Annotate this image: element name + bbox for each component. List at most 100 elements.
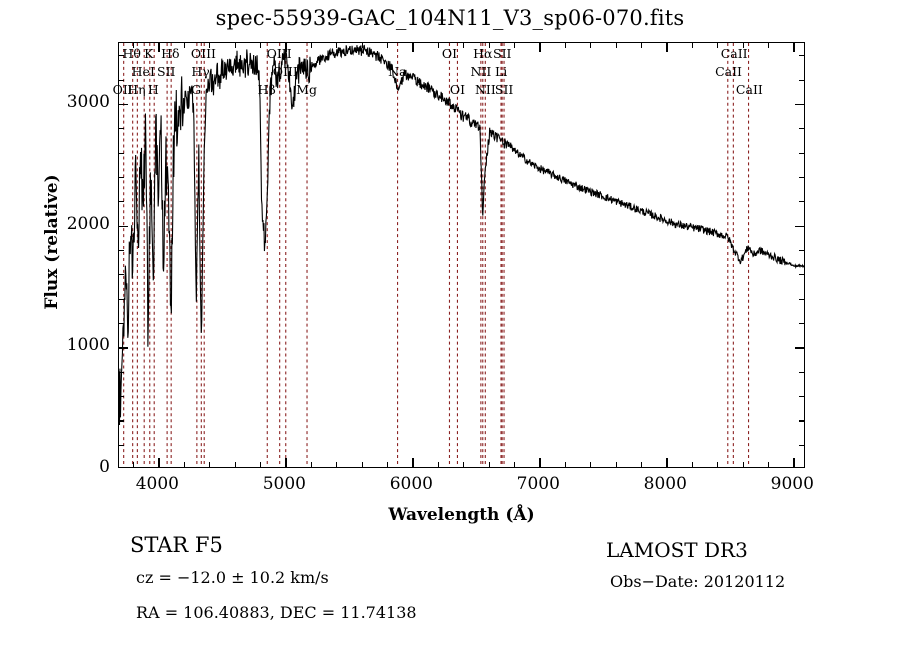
x-tick-label: 6000 [389,474,433,494]
spectral-line-label: NII [474,82,496,97]
spectrum-plot-area [118,42,805,468]
axis-tick [119,322,124,325]
obs-date-label: Obs−Date: 20120112 [610,572,786,591]
survey-label: LAMOST DR3 [606,538,748,562]
spectral-line-label: OIII [272,64,298,79]
axis-tick [795,103,804,106]
axis-tick [119,201,124,203]
axis-tick [119,128,124,130]
axis-tick [691,462,693,467]
spectral-line-label: OII [112,82,133,97]
spectrum-trace [119,43,804,467]
axis-tick [285,458,287,467]
axis-tick [590,462,592,467]
spectral-line-label: Na [388,64,407,79]
axis-tick [717,43,719,48]
axis-tick [285,43,287,52]
axis-tick [119,176,124,179]
spectral-line-label: SII [157,64,176,79]
axis-tick [437,462,439,467]
spectrum-flux-path [119,45,804,425]
x-tick-label: 9000 [770,474,814,494]
redshift-velocity-label: cz = −12.0 ± 10.2 km/s [136,568,329,587]
axis-tick [119,420,124,422]
axis-tick [799,249,804,252]
y-axis-title: Flux (relative) [42,174,62,310]
spectral-line-label: Hβ [257,82,276,97]
axis-tick [310,43,312,48]
axis-tick [564,43,566,48]
axis-tick [691,43,693,48]
spectral-line-label: HeI [131,64,155,79]
axis-tick [183,43,185,48]
spectral-line-label: H [147,82,159,97]
axis-tick [119,103,128,106]
spectral-line-label: Mg [296,82,317,97]
axis-tick [158,458,160,467]
axis-tick [539,458,541,467]
axis-tick [119,55,124,57]
axis-tick [795,225,804,227]
spectral-line-label: OI [449,82,466,97]
spectral-line-label: Hθ [122,46,141,61]
axis-tick [513,43,516,48]
spectral-line-label: G [191,82,202,97]
axis-tick [799,371,804,373]
axis-tick [463,43,465,48]
axis-tick [234,462,236,467]
axis-tick [799,322,804,325]
axis-tick [793,43,795,52]
axis-tick [361,462,363,467]
spectral-line-label: Hη [127,82,146,97]
axis-tick [412,458,414,467]
spectral-line-label: Hα [473,46,493,61]
spectral-line-label: K [144,46,154,61]
axis-tick [119,79,124,81]
axis-tick [361,43,363,48]
axis-tick [799,395,804,398]
axis-tick [799,152,804,154]
axis-tick [119,395,124,398]
axis-tick [119,249,124,252]
axis-tick [640,462,643,467]
axis-tick [799,79,804,81]
spectral-line-label: CaII [735,82,763,97]
x-tick-label: 4000 [135,474,179,494]
axis-tick [799,420,804,422]
spectral-line-label: CaII [720,46,748,61]
axis-tick [640,43,643,48]
axis-tick [183,462,185,467]
axis-tick [119,347,128,349]
page-title: spec-55939-GAC_104N11_V3_sp06-070.fits [215,6,685,30]
axis-tick [310,462,312,467]
axis-tick [259,43,262,48]
axis-tick [209,462,211,467]
axis-tick [795,347,804,349]
axis-tick [666,458,668,467]
y-tick-label: 2000 [66,213,110,234]
axis-tick [513,462,516,467]
coordinates-label: RA = 106.40883, DEC = 11.74138 [136,603,417,622]
axis-tick [119,298,124,300]
axis-tick [615,43,617,48]
spectral-line-label: Hγ [191,64,210,79]
axis-tick [799,201,804,203]
spectral-line-label: OIII [266,46,292,61]
axis-tick [564,462,566,467]
axis-tick [799,55,804,57]
axis-tick [119,274,124,276]
axis-tick [742,462,744,467]
spectral-line-label: SII [494,82,514,97]
spectral-line-label: NII [470,64,492,79]
axis-tick [799,274,804,276]
axis-tick [463,462,465,467]
spectral-line-label: Hδ [161,46,180,61]
axis-tick [336,462,338,467]
spectral-line-label: CaII [715,64,742,79]
x-axis-title: Wavelength (Å) [388,505,535,525]
axis-tick [767,43,770,48]
y-tick-label: 3000 [66,91,110,112]
spectral-line-label: OI [441,46,458,61]
axis-tick [590,43,592,48]
y-tick-label: 1000 [66,335,110,356]
